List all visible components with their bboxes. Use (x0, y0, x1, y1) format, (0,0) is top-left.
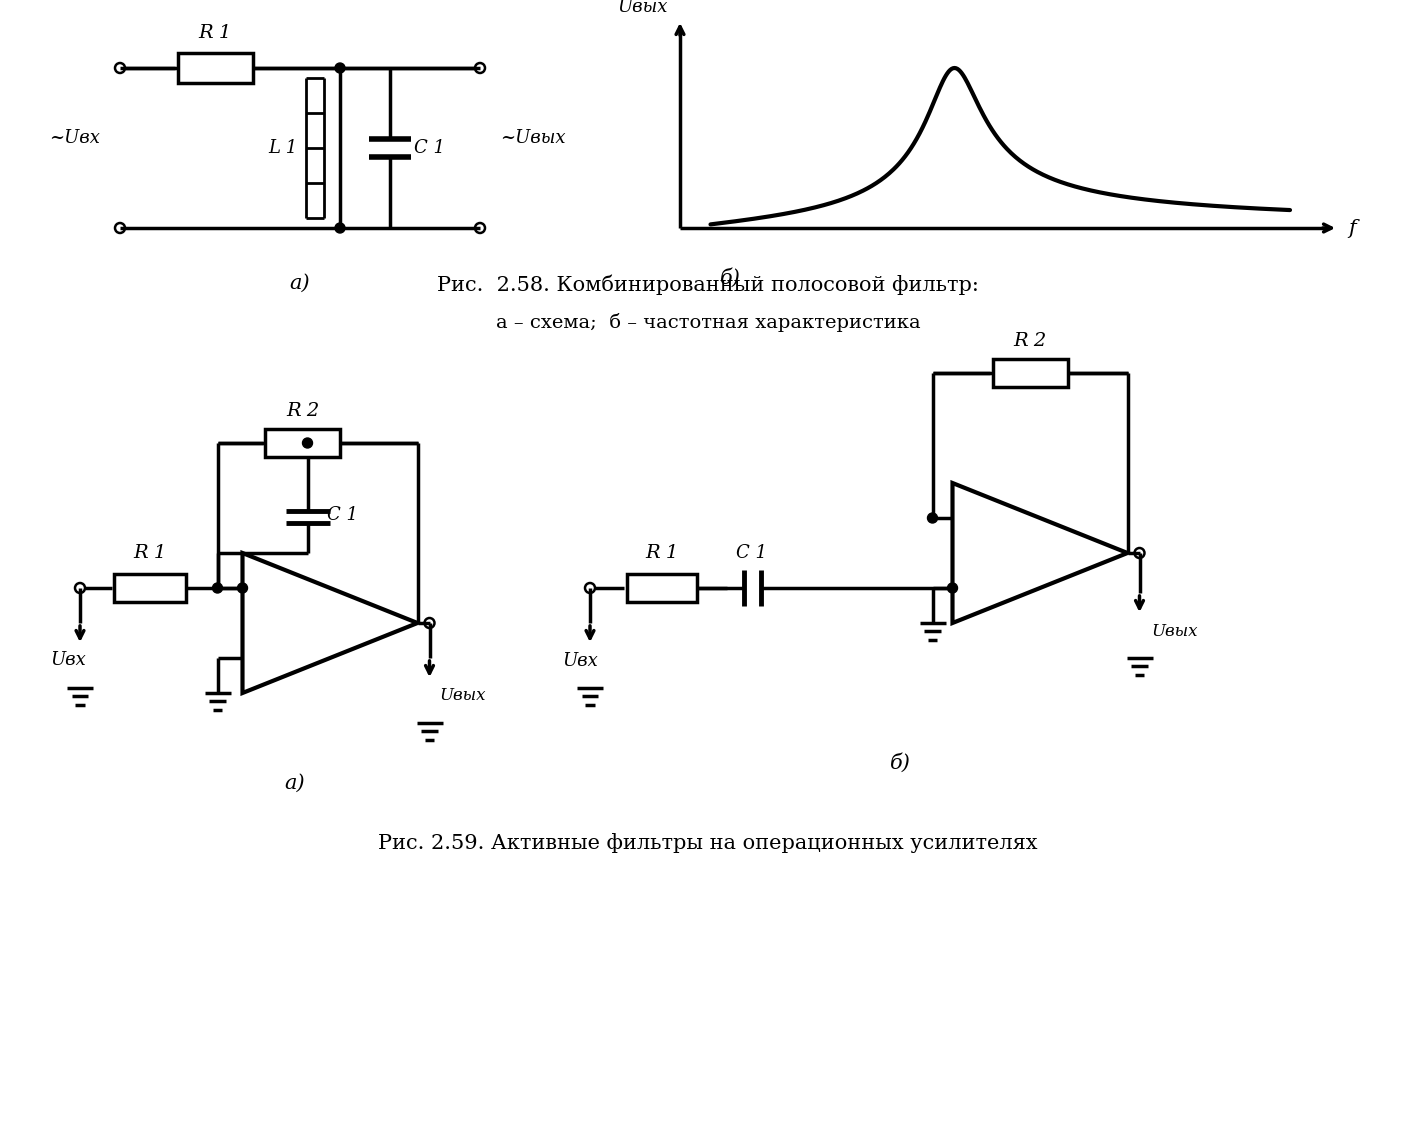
Text: R 2: R 2 (1014, 331, 1046, 350)
Text: б): б) (889, 753, 910, 773)
Text: L 1: L 1 (269, 139, 297, 157)
Text: R 1: R 1 (133, 544, 167, 562)
Text: ~Uвх: ~Uвх (50, 129, 101, 147)
Text: Рис. 2.59. Активные фильтры на операционных усилителях: Рис. 2.59. Активные фильтры на операцион… (378, 833, 1038, 853)
Bar (993, 359, 1068, 387)
Text: Рис.  2.58. Комбинированный полосовой фильтр:: Рис. 2.58. Комбинированный полосовой фил… (438, 274, 978, 295)
Circle shape (947, 583, 957, 593)
Text: R 1: R 1 (646, 544, 678, 562)
Text: R 1: R 1 (198, 24, 232, 42)
Text: а): а) (290, 273, 310, 293)
Text: Uвых: Uвых (439, 687, 486, 703)
Text: а – схема;  б – частотная характеристика: а – схема; б – частотная характеристика (496, 313, 920, 333)
Circle shape (212, 583, 222, 593)
Text: ~Uвых: ~Uвых (500, 129, 565, 147)
Bar (265, 429, 340, 457)
Text: C 1: C 1 (327, 506, 358, 523)
Text: б): б) (719, 269, 741, 288)
Circle shape (927, 513, 937, 523)
Text: Uвх: Uвх (562, 652, 598, 670)
Text: Uвых: Uвых (617, 0, 668, 16)
Text: Uвх: Uвх (50, 652, 86, 669)
Bar (177, 53, 252, 83)
Text: f: f (1348, 218, 1355, 238)
Text: C 1: C 1 (415, 139, 446, 157)
Circle shape (336, 63, 346, 73)
Circle shape (238, 583, 248, 593)
Circle shape (303, 438, 313, 448)
Bar (115, 574, 185, 602)
Text: а): а) (285, 774, 306, 792)
Text: Uвых: Uвых (1151, 623, 1198, 639)
Text: R 2: R 2 (286, 402, 319, 419)
Text: C 1: C 1 (736, 544, 767, 562)
Circle shape (336, 223, 346, 233)
Bar (627, 574, 697, 602)
